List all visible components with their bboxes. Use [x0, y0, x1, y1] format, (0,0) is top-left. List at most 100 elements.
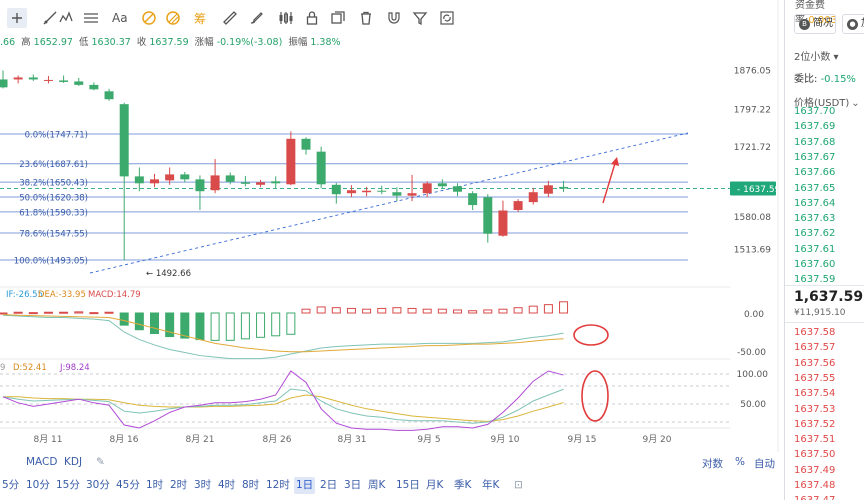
low-value: 1630.37 [91, 37, 131, 48]
period-10分[interactable]: 10分 [26, 479, 50, 491]
period-15日[interactable]: 15日 [396, 479, 420, 491]
macd-bar [119, 312, 129, 326]
auto-scale-button[interactable]: 自动 [754, 458, 775, 470]
ask-price-row[interactable]: 1637.62 [794, 228, 836, 240]
decimal-select[interactable]: 2位小数 ▾ [794, 52, 839, 63]
ask-price-row[interactable]: 1637.61 [794, 243, 836, 255]
candle-body [180, 174, 190, 180]
fib-tool-a-icon[interactable] [139, 8, 159, 28]
ask-price-row[interactable]: 1637.59 [794, 274, 836, 286]
macd-dea-line [2, 314, 564, 353]
period-2日[interactable]: 2日 [320, 479, 338, 491]
ask-price-row[interactable]: 1637.70 [794, 106, 836, 117]
bid-price-row[interactable]: 1637.57 [794, 342, 836, 354]
indicator-bar: MACD KDJ ✎ 对数 % 自动 [0, 454, 784, 472]
ask-price-row[interactable]: 1637.63 [794, 213, 836, 225]
layers-icon[interactable] [328, 8, 348, 28]
kdj-k-legend: 9 [0, 363, 5, 373]
bid-price-row[interactable]: 1637.58 [794, 327, 836, 338]
bid-price-row[interactable]: 1637.50 [794, 449, 836, 461]
candle-body [483, 197, 493, 234]
ask-price-row[interactable]: 1637.68 [794, 136, 836, 148]
period-4时[interactable]: 4时 [218, 479, 236, 491]
text-tool-icon[interactable]: Aa [110, 8, 130, 28]
overview-button[interactable]: B 简况 [794, 14, 836, 34]
ask-price-row[interactable]: 1637.64 [794, 197, 836, 209]
low-label: 低 [78, 37, 89, 48]
macd-bar [362, 308, 372, 314]
macd-bar [377, 307, 387, 314]
indicator-tab-kdj[interactable]: KDJ [64, 456, 83, 468]
bid-price-row[interactable]: 1637.49 [794, 464, 836, 476]
period-季K[interactable]: 季K [454, 479, 472, 491]
period-3日[interactable]: 3日 [344, 479, 362, 491]
change-label: 涨幅 [194, 37, 214, 48]
macd-bar [498, 308, 508, 314]
annotation-circle [573, 324, 609, 346]
bid-price-row[interactable]: 1637.47 [794, 493, 835, 500]
price-chart[interactable]: 8月 11 8月 16 8月 21 8月 26 8月 31 9月 5 9月 10 9月 15 9… [0, 0, 784, 452]
macd-bar [528, 305, 538, 314]
more-periods-icon[interactable]: ⊡ [514, 479, 523, 491]
period-周K[interactable]: 周K [368, 479, 386, 491]
bid-price-row[interactable]: 1637.52 [794, 418, 836, 430]
kdj-d-line [3, 394, 564, 422]
candle-settings-icon[interactable] [276, 8, 296, 28]
period-15分[interactable]: 15分 [56, 479, 80, 491]
cursor-icon[interactable] [7, 8, 27, 28]
brush-icon[interactable] [246, 8, 266, 28]
kdj-k-line [2, 388, 564, 424]
fib-tool-b-icon[interactable] [163, 8, 183, 28]
period-3时[interactable]: 3时 [194, 479, 212, 491]
ask-price-row[interactable]: 1637.69 [794, 121, 836, 133]
filter-icon[interactable] [410, 8, 430, 28]
period-2时[interactable]: 2时 [170, 479, 188, 491]
fib-level-label: 38.2%(1650.43) [19, 179, 88, 189]
bid-price-row[interactable]: 1637.56 [794, 357, 836, 369]
y-tick-label: 1721.72 [734, 143, 771, 153]
bid-price-row[interactable]: 1637.55 [794, 372, 836, 384]
bid-price-row[interactable]: 1637.54 [794, 388, 836, 400]
macd-y-tick: -50.00 [737, 348, 766, 358]
period-5分[interactable]: 5分 [2, 479, 20, 491]
bid-price-row[interactable]: 1637.51 [794, 434, 836, 446]
macd-bar [407, 307, 417, 314]
drawing-toolbar: Aa 筹 [0, 0, 784, 34]
ask-price-row[interactable]: 1637.67 [794, 151, 836, 163]
log-scale-button[interactable]: 对数 [702, 458, 723, 470]
wave-pattern-icon[interactable] [57, 8, 77, 28]
fib-level-label: 100.0%(1493.05) [14, 256, 88, 266]
kdj-j-line [2, 370, 564, 431]
sync-icon[interactable] [437, 8, 457, 28]
magnet-icon[interactable] [384, 8, 404, 28]
high-value: 1652.97 [33, 37, 73, 48]
period-45分[interactable]: 45分 [116, 479, 140, 491]
chip-tool-icon[interactable]: 筹 [191, 8, 211, 28]
bid-price-row[interactable]: 1637.53 [794, 403, 836, 415]
period-年K[interactable]: 年K [482, 479, 500, 491]
trend-line [89, 132, 689, 274]
macd-bar [180, 312, 190, 339]
period-1日[interactable]: 1日 [294, 477, 316, 494]
ask-price-row[interactable]: 1637.66 [794, 167, 836, 179]
ray-line-icon[interactable] [40, 8, 60, 28]
bid-price-row[interactable]: 1637.48 [794, 480, 836, 491]
period-30分[interactable]: 30分 [86, 479, 110, 491]
period-1时[interactable]: 1时 [146, 479, 164, 491]
lock-icon[interactable] [302, 8, 322, 28]
indicator-tab-macd[interactable]: MACD [26, 456, 58, 468]
period-12时[interactable]: 12时 [266, 479, 290, 491]
horizontal-lines-icon[interactable] [81, 8, 101, 28]
period-月K[interactable]: 月K [426, 479, 444, 491]
candle-body [362, 190, 372, 193]
edit-indicator-icon[interactable]: ✎ [96, 456, 105, 468]
more-button[interactable]: ●加 [842, 14, 864, 34]
ask-price-row[interactable]: 1637.65 [794, 182, 836, 194]
chevron-down-icon[interactable]: ⌄ [851, 98, 860, 109]
period-8时[interactable]: 8时 [242, 479, 260, 491]
delete-icon[interactable] [356, 8, 376, 28]
percent-scale-button[interactable]: % [735, 456, 745, 468]
ask-price-row[interactable]: 1637.60 [794, 259, 836, 270]
ruler-icon[interactable] [220, 8, 240, 28]
